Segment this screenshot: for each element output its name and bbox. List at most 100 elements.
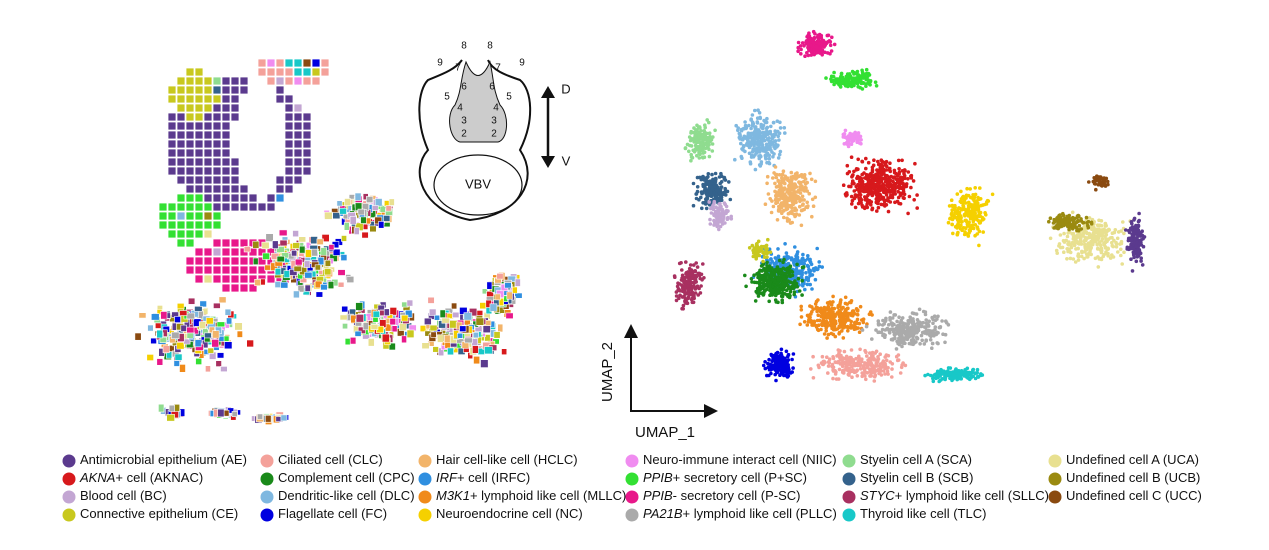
grid-cell <box>203 112 213 122</box>
grid-cell <box>284 148 294 158</box>
cell-point <box>707 131 712 135</box>
cell-point <box>695 140 700 144</box>
cell-point <box>707 154 712 159</box>
cell-point <box>959 207 964 212</box>
cell-point <box>763 155 768 160</box>
grid-cell <box>203 130 213 140</box>
grid-cell <box>302 148 312 158</box>
cell-point <box>706 175 710 179</box>
cell-point <box>956 211 961 216</box>
tissue-cell <box>389 307 398 316</box>
grid-cell <box>185 94 195 104</box>
cell-point <box>795 258 799 263</box>
tissue-cell <box>439 309 446 318</box>
cell-point <box>1076 254 1081 259</box>
cell-point <box>683 146 688 151</box>
cell-point <box>729 214 733 219</box>
cell-point <box>909 185 913 190</box>
cell-point <box>675 284 680 289</box>
cell-point <box>852 72 856 76</box>
grid-cell <box>212 202 222 212</box>
grid-cell <box>212 148 222 158</box>
cell-point <box>902 196 906 200</box>
cell-point <box>753 299 758 303</box>
cell-point <box>689 137 694 141</box>
cell-point <box>699 142 704 146</box>
grid-cell <box>185 148 195 158</box>
cell-point <box>733 157 737 162</box>
tissue-cell <box>497 323 504 333</box>
cell-point <box>839 71 844 76</box>
tissue-cell <box>344 198 351 207</box>
cell-point <box>807 47 811 51</box>
cell-point <box>810 38 815 42</box>
grid-cell <box>167 166 177 176</box>
cell-point <box>805 205 810 210</box>
tissue-cell <box>272 240 279 249</box>
grid-cell <box>176 103 186 113</box>
cell-point <box>767 299 771 304</box>
grid-cell <box>284 67 294 77</box>
cell-point <box>800 273 804 277</box>
cell-point <box>805 323 810 327</box>
cell-point <box>738 132 742 137</box>
cell-point <box>824 323 828 328</box>
cell-point <box>891 179 895 184</box>
cell-point <box>773 145 777 150</box>
cell-point <box>855 69 860 74</box>
cell-point <box>952 215 957 220</box>
grid-cell <box>212 166 222 176</box>
grid-cell <box>185 85 195 95</box>
cell-point <box>897 201 901 206</box>
cell-point <box>753 108 757 113</box>
grid-cell <box>230 193 240 203</box>
grid-cell <box>212 265 222 275</box>
cell-point <box>726 215 730 220</box>
cell-point <box>906 177 910 181</box>
cell-point <box>692 296 696 301</box>
tissue-cell <box>496 272 504 280</box>
cell-point <box>1098 175 1103 179</box>
cell-point <box>955 232 960 236</box>
cell-point <box>702 184 707 188</box>
cell-point <box>860 87 865 91</box>
tissue-cell <box>374 198 383 207</box>
cell-point <box>1087 180 1091 184</box>
tissue-cell <box>208 326 215 334</box>
grid-cell <box>176 112 186 122</box>
cell-point <box>710 149 715 153</box>
tissue-cell <box>212 330 220 339</box>
tissue-cell <box>224 341 233 350</box>
cell-point <box>843 319 848 324</box>
tissue-cell <box>298 236 307 243</box>
tissue-cell <box>406 299 414 307</box>
cell-point <box>799 223 804 228</box>
grid-cell <box>185 139 195 149</box>
cell-point <box>893 192 897 196</box>
cell-point <box>1110 253 1114 257</box>
cell-point <box>837 332 841 336</box>
cell-point <box>695 189 700 194</box>
cell-point <box>719 213 723 218</box>
cell-point <box>1120 262 1124 266</box>
grid-cell <box>167 220 177 230</box>
cell-point <box>1066 242 1070 246</box>
cell-point <box>744 143 749 147</box>
cell-point <box>881 197 886 201</box>
cell-point <box>1096 265 1101 269</box>
cell-point <box>765 160 769 165</box>
cell-point <box>1076 258 1081 262</box>
tissue-cell <box>292 242 301 249</box>
grid-cell <box>311 58 321 68</box>
tissue-cell <box>262 252 270 260</box>
cell-point <box>778 126 783 130</box>
cell-point <box>799 208 804 213</box>
cell-point <box>747 151 752 156</box>
cell-point <box>1102 176 1106 180</box>
grid-cell <box>194 148 204 158</box>
cell-point <box>771 176 775 180</box>
grid-cell <box>194 139 204 149</box>
cell-point <box>868 174 872 179</box>
cell-point <box>1083 246 1088 251</box>
tissue-cell <box>211 339 220 348</box>
